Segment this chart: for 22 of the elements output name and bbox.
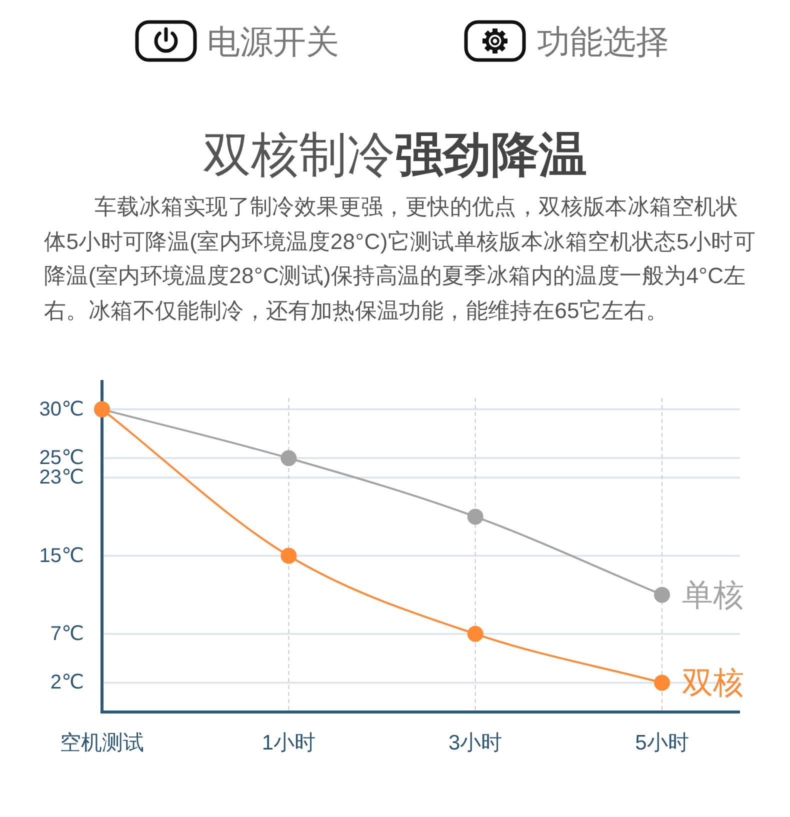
point bbox=[280, 548, 297, 564]
point bbox=[654, 674, 670, 691]
y-tick-label: 7℃ bbox=[50, 622, 84, 645]
chart-title: 双核制冷强劲降温 bbox=[203, 129, 587, 182]
text: 电源开关 bbox=[207, 23, 339, 60]
point bbox=[467, 508, 484, 525]
y-tick-label: 23℃ bbox=[39, 466, 84, 489]
y-tick-label: 30℃ bbox=[39, 398, 84, 420]
series-label: 双核 bbox=[682, 665, 744, 700]
x-tick-label: 1小时 bbox=[262, 732, 316, 754]
y-tick-label: 15℃ bbox=[39, 544, 84, 567]
point bbox=[654, 586, 670, 603]
chart-subtitle: 车载冰箱实现了制冷效果更强，更快的优点，双核版本冰箱空机状体5小时可降温(室内环境温度28°C)它测试单核版本冰箱空机状态5小时可降温(室内环境温度28°C测试)保持高温的夏季冰箱内的温度一般为4°C左右。冰箱不仅能制冷，还有加热保温功能，能维持在65它左右。 bbox=[44, 193, 756, 324]
series-label: 单核 bbox=[682, 577, 744, 612]
point bbox=[467, 626, 484, 642]
point bbox=[280, 450, 297, 466]
y-tick-label: 2℃ bbox=[50, 672, 84, 694]
x-tick-label: 3小时 bbox=[448, 732, 502, 754]
text: 功能选择 bbox=[537, 23, 669, 60]
y-tick-label: 25℃ bbox=[39, 447, 84, 470]
x-tick-label: 空机测试 bbox=[60, 732, 144, 754]
x-tick-label: 5小时 bbox=[635, 732, 689, 754]
